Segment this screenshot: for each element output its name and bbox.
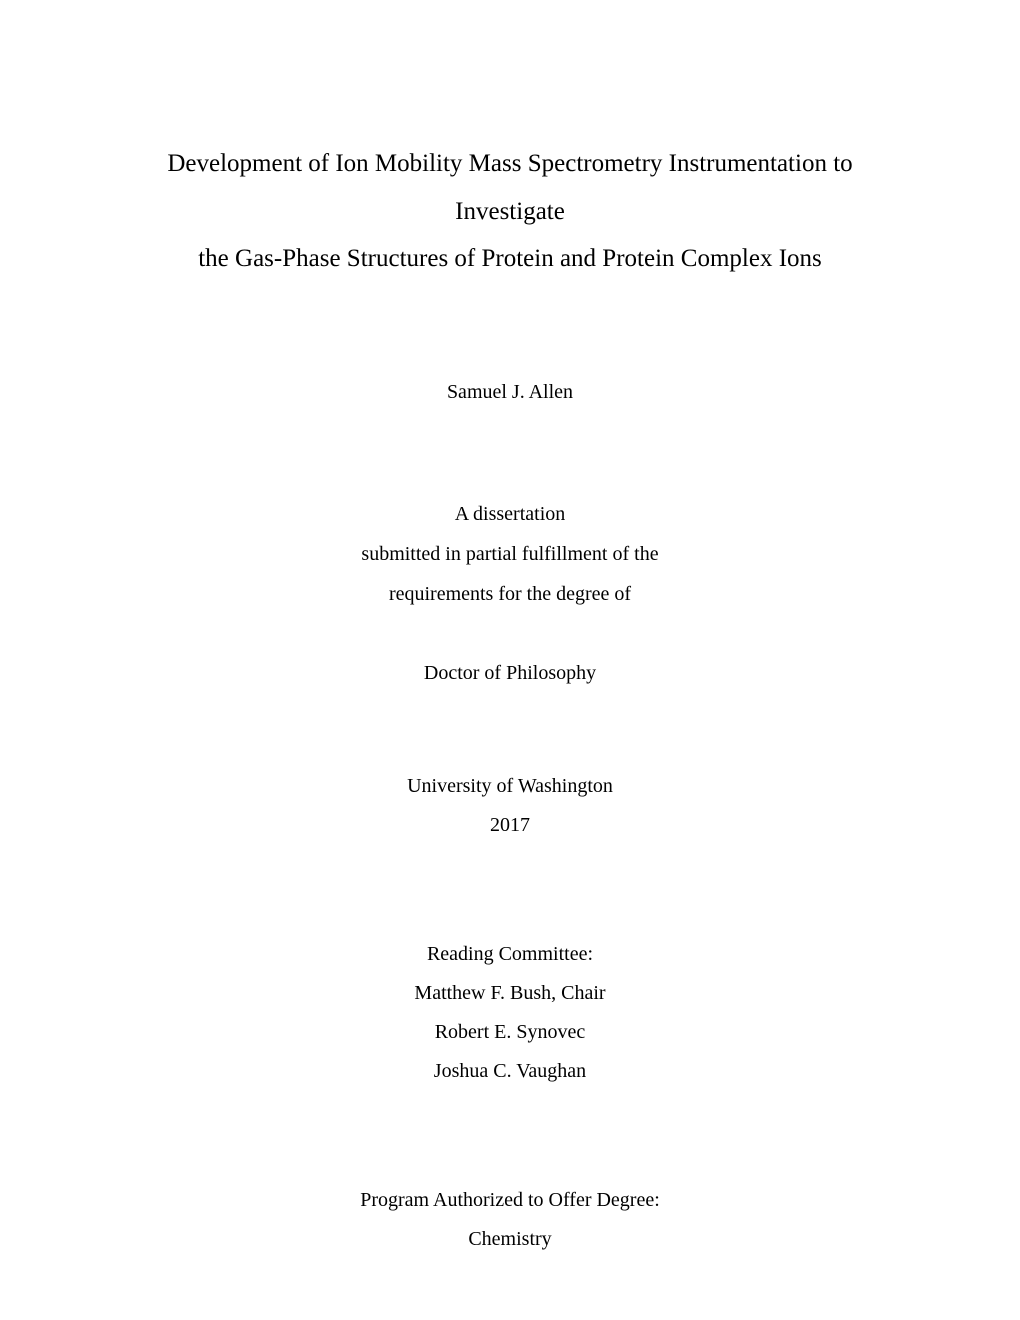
degree-name: Doctor of Philosophy: [424, 662, 596, 685]
author-name: Samuel J. Allen: [447, 381, 573, 404]
year: 2017: [407, 806, 613, 845]
title-line-1: Development of Ion Mobility Mass Spectro…: [167, 150, 852, 225]
dissertation-line-2: submitted in partial fulfillment of the: [361, 534, 658, 574]
university-block: University of Washington 2017: [407, 767, 613, 845]
committee-heading: Reading Committee:: [414, 935, 605, 974]
committee-chair: Matthew F. Bush, Chair: [414, 974, 605, 1013]
title-line-2: the Gas-Phase Structures of Protein and …: [198, 245, 822, 272]
dissertation-title: Development of Ion Mobility Mass Spectro…: [115, 140, 905, 283]
program-block: Program Authorized to Offer Degree: Chem…: [360, 1181, 660, 1259]
dissertation-statement: A dissertation submitted in partial fulf…: [361, 494, 658, 614]
committee-member-1: Robert E. Synovec: [414, 1013, 605, 1052]
dissertation-line-1: A dissertation: [361, 494, 658, 534]
dissertation-line-3: requirements for the degree of: [361, 574, 658, 614]
program-heading: Program Authorized to Offer Degree:: [360, 1181, 660, 1220]
reading-committee: Reading Committee: Matthew F. Bush, Chai…: [414, 935, 605, 1091]
committee-member-2: Joshua C. Vaughan: [414, 1052, 605, 1091]
program-name: Chemistry: [360, 1220, 660, 1259]
institution-name: University of Washington: [407, 767, 613, 806]
